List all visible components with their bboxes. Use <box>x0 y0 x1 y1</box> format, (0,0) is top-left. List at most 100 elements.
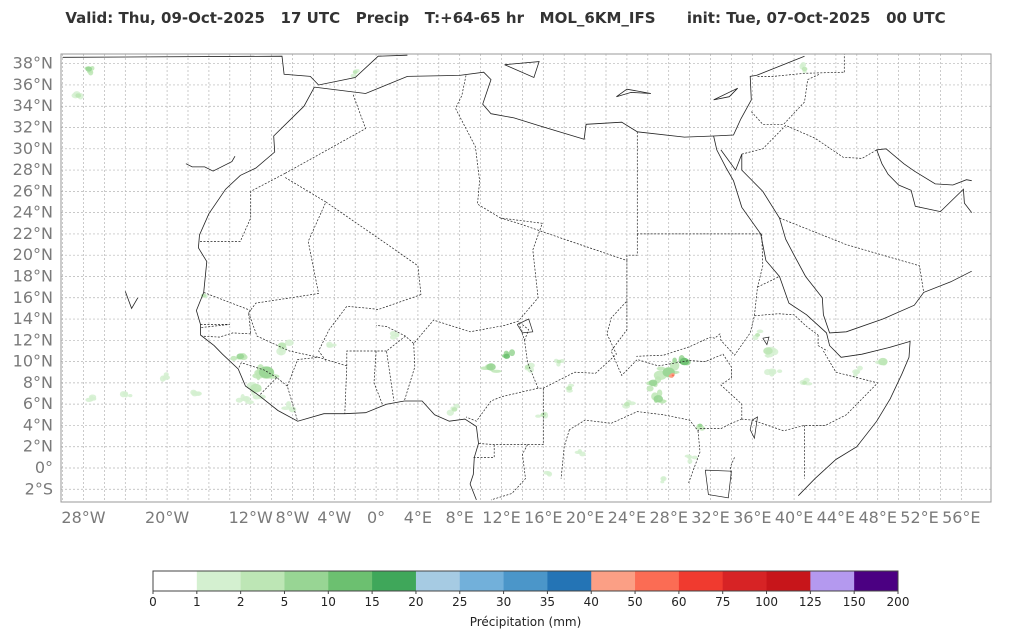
border-line <box>325 201 422 295</box>
border-line <box>757 71 845 77</box>
border-line <box>285 94 367 174</box>
border-line <box>730 457 735 479</box>
border-line <box>757 276 780 288</box>
precip-core <box>288 406 297 413</box>
border-line <box>688 430 701 484</box>
colorbar-tick-label: 125 <box>799 595 822 609</box>
colorbar-swatch <box>240 571 285 591</box>
colorbar-tick-label: 150 <box>843 595 866 609</box>
border-line <box>203 292 251 311</box>
lat-tick-label: 2°N <box>23 437 53 456</box>
border-line <box>403 343 416 402</box>
border-line <box>248 312 319 358</box>
border-line <box>610 301 743 420</box>
national-borders <box>199 54 925 501</box>
precip-core <box>394 333 400 337</box>
precip-core <box>577 450 582 454</box>
lat-tick-label: 12°N <box>13 330 53 349</box>
precip-core <box>164 375 170 380</box>
lon-tick-label: 24°E <box>608 508 646 527</box>
precip-patch <box>85 397 93 403</box>
colorbar-label: Précipitation (mm) <box>470 615 582 629</box>
colorbar-tick-label: 40 <box>584 595 599 609</box>
precip-core <box>236 353 245 360</box>
precip-core <box>277 342 287 349</box>
precip-core <box>769 369 777 375</box>
precip-core <box>687 455 692 460</box>
lake-outline <box>749 416 758 440</box>
border-line <box>201 332 251 338</box>
colorbar-swatch <box>678 571 724 591</box>
border-line <box>258 377 288 396</box>
lat-tick-label: 6°N <box>23 394 53 413</box>
colorbar-swatch <box>503 571 548 591</box>
colorbar-swatch <box>328 571 373 591</box>
border-line <box>465 387 539 422</box>
precip-patch <box>535 414 542 418</box>
precip-patch <box>672 357 677 363</box>
precip-core <box>540 412 547 418</box>
lat-tick-label: 2°S <box>25 479 53 498</box>
coastline <box>720 149 972 334</box>
colorbar-tick-label: 0 <box>149 595 157 609</box>
border-line <box>373 350 387 405</box>
lake-outline <box>762 336 770 346</box>
border-line <box>817 335 828 352</box>
precip-core <box>546 471 551 475</box>
colorbar-tick-label: 100 <box>755 595 778 609</box>
border-line <box>500 217 628 389</box>
precip-patch <box>646 385 654 392</box>
precip-patch <box>284 339 294 346</box>
precip-core <box>763 347 773 355</box>
coastline <box>195 86 479 501</box>
precip-core <box>556 359 562 364</box>
lat-tick-label: 0° <box>35 458 53 477</box>
lon-tick-label: 20°W <box>145 508 189 527</box>
lat-tick-label: 24°N <box>13 203 53 222</box>
border-line <box>286 356 347 422</box>
precip-core <box>352 70 358 75</box>
precip-patch <box>687 458 693 464</box>
colorbar-tick-label: 10 <box>321 595 336 609</box>
border-line <box>626 233 638 261</box>
precip-core <box>878 357 888 366</box>
border-line <box>741 350 879 432</box>
precip-patch <box>128 393 133 398</box>
precip-core <box>661 477 666 481</box>
border-line <box>455 75 543 322</box>
lat-tick-label: 34°N <box>13 96 53 115</box>
coastline <box>713 135 911 496</box>
lon-tick-label: 8°E <box>446 508 474 527</box>
lon-tick-label: 4°E <box>404 508 432 527</box>
lon-tick-label: 40°E <box>775 508 813 527</box>
colorbar-tick-label: 75 <box>715 595 730 609</box>
colorbar-tick-label: 5 <box>281 595 289 609</box>
colorbar-swatch <box>196 571 242 591</box>
lon-tick-label: 28°E <box>649 508 687 527</box>
precip-patch <box>800 62 807 68</box>
lon-tick-label: 12°W <box>229 508 273 527</box>
precip-core <box>451 407 458 412</box>
precip-patch <box>235 397 243 403</box>
precip-core <box>801 66 808 72</box>
precip-patch <box>756 329 764 334</box>
precip-patch <box>857 365 863 371</box>
coastline <box>62 54 408 86</box>
lat-tick-label: 28°N <box>13 160 53 179</box>
precip-core <box>802 381 807 385</box>
precip-patch <box>509 349 515 357</box>
border-line <box>560 429 570 479</box>
lat-tick-label: 14°N <box>13 309 53 328</box>
lat-tick-label: 8°N <box>23 373 53 392</box>
lat-tick-label: 32°N <box>13 118 53 137</box>
map-background <box>61 54 991 502</box>
colorbar-swatch <box>372 571 417 591</box>
precip-core <box>853 370 860 375</box>
precip-patches <box>71 62 888 484</box>
colorbar-swatch <box>722 571 768 591</box>
colorbar-tick-label: 30 <box>496 595 511 609</box>
border-line <box>318 294 422 361</box>
border-line <box>473 444 495 458</box>
colorbar-tick-label: 20 <box>408 595 423 609</box>
